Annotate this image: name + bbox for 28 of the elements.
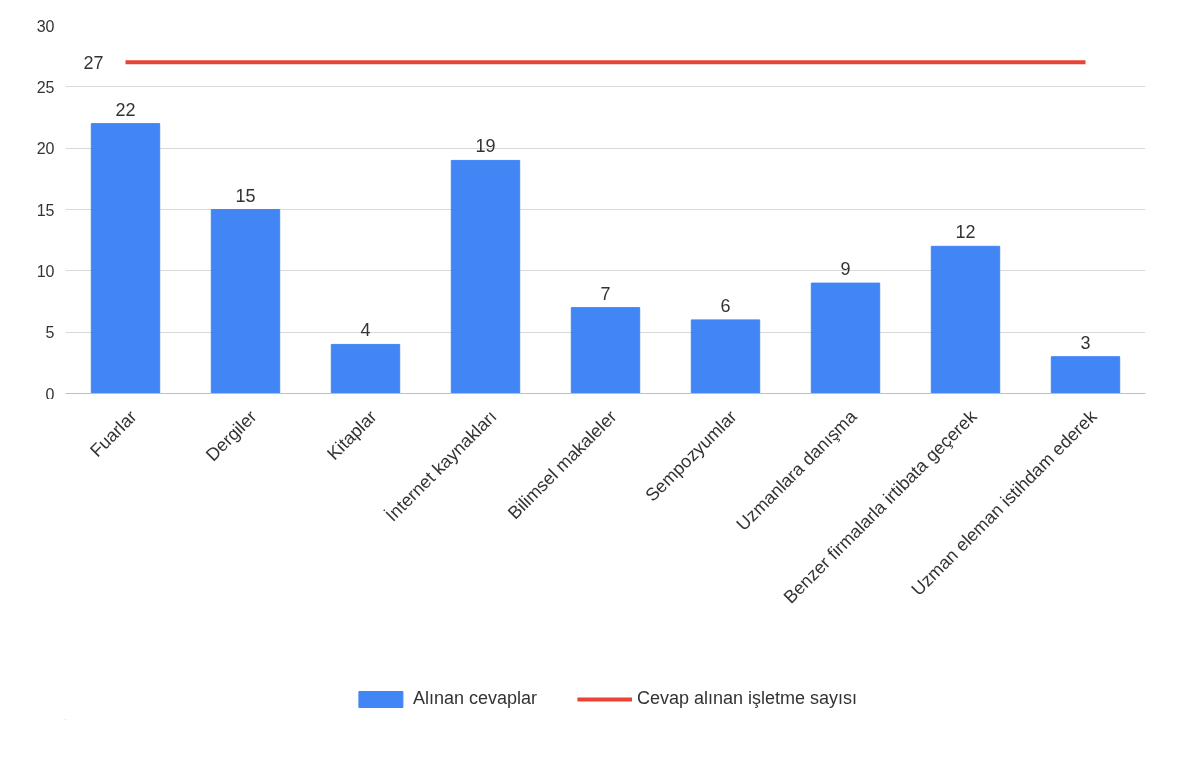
data-label: 3 [1080, 332, 1091, 353]
bar [930, 245, 1001, 394]
bar [450, 159, 521, 394]
y-tick-label: 30 [36, 17, 55, 35]
data-label: 4 [360, 320, 371, 341]
bar [1050, 356, 1121, 394]
bar [90, 123, 161, 394]
data-label: 9 [840, 259, 851, 280]
y-tick-label: 5 [45, 324, 55, 342]
y-tick-label: 0 [45, 385, 55, 403]
y-tick-label: 25 [36, 78, 55, 96]
legend-label: Alınan cevaplar [412, 688, 537, 709]
data-label: 27 [83, 52, 104, 73]
data-label: 19 [475, 136, 496, 157]
bar [690, 319, 761, 394]
data-label: 22 [115, 99, 136, 120]
data-label: 12 [955, 222, 976, 243]
data-label: 7 [600, 283, 611, 304]
bar [570, 307, 641, 394]
bar [210, 209, 281, 394]
bar [330, 343, 401, 394]
data-label: 6 [720, 295, 731, 316]
y-tick-label: 10 [36, 262, 55, 280]
y-tick-label: 15 [36, 201, 55, 219]
bar [810, 282, 881, 394]
y-tick-label: 20 [36, 140, 55, 158]
data-label: 15 [235, 185, 256, 206]
legend-label: Cevap alınan işletme sayısı [636, 688, 858, 709]
